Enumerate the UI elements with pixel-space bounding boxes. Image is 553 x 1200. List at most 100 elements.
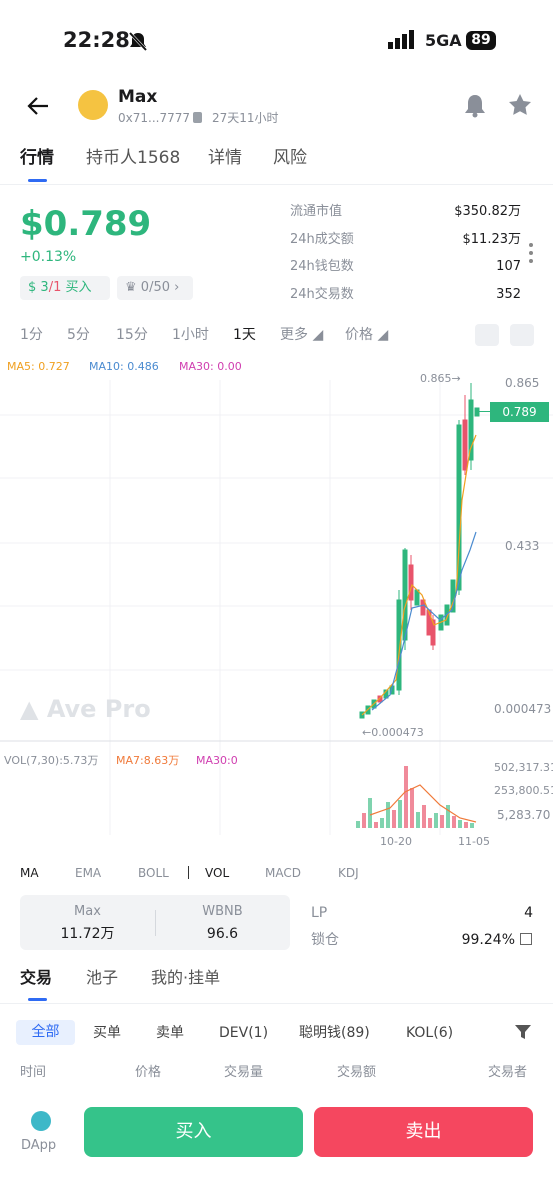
- column-header: 交易额: [337, 1065, 377, 1080]
- indicator[interactable]: MA: [20, 866, 39, 880]
- stat-value: 107: [496, 259, 521, 274]
- indicator[interactable]: EMA: [75, 866, 102, 880]
- price-axis-label: 0.865: [505, 376, 540, 390]
- stat-label: 流通市值: [290, 204, 343, 219]
- filter-chip[interactable]: DEV(1): [219, 1025, 269, 1041]
- filter-button[interactable]: [514, 1024, 532, 1040]
- badge-label: 买入: [65, 280, 92, 295]
- date-label: 11-05: [458, 835, 490, 848]
- token-avatar: [78, 90, 108, 120]
- tab-indicator: [28, 998, 47, 1001]
- token-age: 27天11小时: [212, 111, 279, 125]
- link-icon[interactable]: [520, 933, 532, 945]
- favorite-button[interactable]: [507, 92, 533, 118]
- stat-label: 24h钱包数: [290, 259, 354, 274]
- grid: [0, 380, 553, 835]
- watermark-text: Ave Pro: [46, 695, 151, 723]
- column-header: 交易量: [224, 1065, 264, 1080]
- vol-legend: MA30:0: [196, 754, 238, 767]
- alert-button[interactable]: [462, 92, 488, 118]
- pool-amount: 11.72万: [60, 926, 115, 942]
- dapp-label[interactable]: DApp: [21, 1138, 57, 1153]
- stat-label: 24h成交额: [290, 232, 354, 247]
- low-note: ←0.000473: [362, 726, 424, 739]
- divider: [0, 184, 553, 185]
- filter-chip[interactable]: 卖单: [156, 1025, 184, 1041]
- tab[interactable]: 详情: [208, 148, 242, 168]
- network-label: 5GA: [425, 31, 462, 50]
- price-axis-label: 0.000473: [494, 702, 552, 716]
- timeframe[interactable]: 1小时: [172, 327, 209, 343]
- price-mode[interactable]: 价格 ◢: [345, 327, 389, 343]
- indicator[interactable]: KDJ: [338, 866, 359, 880]
- indicator[interactable]: VOL: [205, 866, 230, 880]
- vol-legend: VOL(7,30):5.73万: [4, 754, 99, 767]
- trade-tab[interactable]: 我的·挂单: [151, 968, 221, 987]
- timeframe[interactable]: 1分: [20, 327, 43, 343]
- label: 更多: [280, 327, 308, 343]
- lp-value: 4: [524, 905, 533, 921]
- stat-value: $11.23万: [462, 232, 522, 247]
- rank-badge[interactable]: ♛ 0/50 ›: [117, 276, 193, 300]
- volume-bars: [356, 766, 477, 828]
- indicator[interactable]: BOLL: [138, 866, 169, 880]
- buy-button[interactable]: 买入: [84, 1107, 303, 1157]
- chart-settings[interactable]: [475, 324, 499, 346]
- pool-token: Max: [74, 904, 101, 919]
- token-address[interactable]: 0x71...7777: [118, 111, 190, 125]
- timeframe[interactable]: 5分: [67, 327, 90, 343]
- pool-amount: 96.6: [206, 926, 239, 942]
- chart-tools[interactable]: [510, 324, 534, 346]
- trade-tab[interactable]: 交易: [20, 968, 53, 987]
- candles: [359, 383, 480, 719]
- stat-value: $350.82万: [454, 204, 521, 219]
- tab[interactable]: 风险: [273, 148, 307, 168]
- signal-icon: [388, 30, 414, 49]
- filter-chip[interactable]: KOL(6): [406, 1025, 454, 1041]
- badge-total: /1: [48, 280, 62, 295]
- ma-legend: MA10: 0.486: [89, 360, 159, 373]
- timeframe[interactable]: 更多 ◢: [280, 327, 324, 343]
- indicator[interactable]: MACD: [265, 866, 301, 880]
- filter-chip[interactable]: 聪明钱(89): [299, 1025, 370, 1041]
- high-note: 0.865→: [420, 372, 461, 385]
- label: 价格: [345, 327, 373, 343]
- separator: [155, 910, 156, 936]
- ma-legend: MA30: 0.00: [179, 360, 242, 373]
- tab[interactable]: 行情: [20, 148, 54, 168]
- current-price-line: [478, 411, 490, 412]
- status-time: 22:28: [63, 28, 130, 52]
- back-button[interactable]: [26, 95, 50, 117]
- pool-token: WBNB: [202, 904, 243, 919]
- timeframe[interactable]: 1天: [233, 327, 256, 343]
- more-button[interactable]: [528, 242, 534, 264]
- sell-button[interactable]: 卖出: [314, 1107, 533, 1157]
- column-header: 价格: [135, 1065, 162, 1080]
- timeframe[interactable]: 15分: [116, 327, 148, 343]
- ma-legend: MA5: 0.727: [7, 360, 70, 373]
- filter-chip[interactable]: 买单: [93, 1025, 121, 1041]
- badge-count: 0/50: [140, 280, 170, 295]
- column-header: 时间: [20, 1065, 47, 1080]
- separator: [188, 866, 189, 879]
- date-label: 10-20: [380, 835, 412, 848]
- stat-value: 352: [496, 287, 521, 302]
- battery: 89: [466, 31, 496, 50]
- stat-label: 24h交易数: [290, 287, 354, 302]
- holder-badge[interactable]: $ 3/1 买入: [20, 276, 110, 300]
- dapp-icon[interactable]: [31, 1111, 51, 1131]
- tab[interactable]: 持币人1568: [86, 148, 181, 168]
- kline-chart: [0, 380, 553, 835]
- mute-icon: [128, 31, 148, 52]
- vol-legend: MA7:8.63万: [116, 754, 180, 767]
- divider: [0, 1003, 553, 1004]
- price-change: +0.13%: [20, 249, 77, 265]
- token-name: Max: [118, 87, 158, 107]
- vol-axis-label: 5,283.70: [497, 808, 551, 822]
- copy-icon[interactable]: [193, 112, 202, 123]
- trade-tab[interactable]: 池子: [86, 968, 119, 987]
- price-axis-label: 0.433: [505, 539, 540, 553]
- vol-axis-label: 502,317.31: [494, 761, 553, 774]
- filter-chip[interactable]: 全部: [16, 1020, 75, 1045]
